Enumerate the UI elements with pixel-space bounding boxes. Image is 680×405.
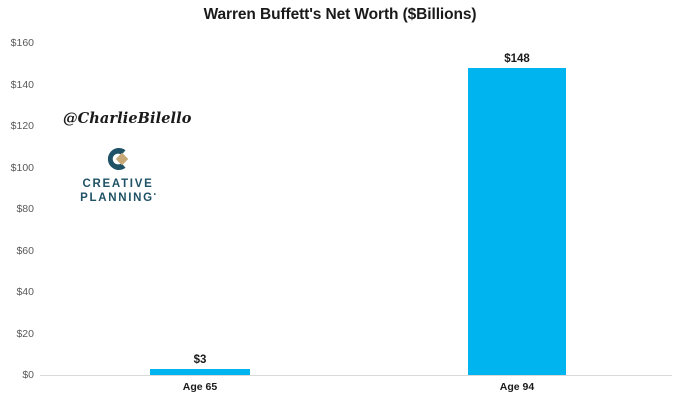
- bar-age-94[interactable]: [468, 67, 566, 375]
- watermark-handle: @CharlieBilello: [63, 110, 192, 127]
- y-tick-label: $40: [16, 286, 34, 298]
- bar-group-age-65: $3: [150, 43, 250, 375]
- bar-group-age-94: $148: [468, 43, 566, 375]
- x-category-label-age-94: Age 94: [499, 381, 535, 393]
- y-tick-label: $0: [22, 369, 34, 381]
- x-category-label-age-65: Age 65: [182, 381, 218, 393]
- logo-wordmark-line-2-text: PLANNING: [80, 192, 154, 205]
- y-tick-label: $140: [10, 78, 34, 91]
- bar-age-65[interactable]: [150, 368, 250, 375]
- y-tick-label: $120: [10, 120, 34, 132]
- logo-wordmark-line-1: CREATIVE: [82, 178, 154, 190]
- y-tick-label: $100: [10, 161, 34, 174]
- logo-wordmark: CREATIVE PLANNING•: [66, 177, 170, 205]
- y-tick-label: $80: [16, 203, 34, 215]
- plot-area: $3 $148: [40, 43, 672, 375]
- y-tick-label: $20: [16, 327, 34, 340]
- y-axis: $160 $140 $120 $100 $80 $60 $40 $20 $0: [0, 0, 40, 405]
- logo-registered-mark: •: [153, 192, 156, 199]
- bar-value-age-65: $3: [193, 353, 207, 366]
- bar-value-age-94: $148: [504, 52, 530, 65]
- creative-planning-logo: CREATIVE PLANNING•: [66, 144, 170, 205]
- logo-c-mark-icon: [66, 144, 170, 174]
- chart-title: Warren Buffett's Net Worth ($Billions): [203, 6, 477, 23]
- logo-wordmark-line-2: PLANNING•: [66, 191, 170, 205]
- y-tick-label: $160: [10, 37, 34, 49]
- x-axis-line: [40, 375, 672, 376]
- y-tick-label: $60: [16, 244, 34, 257]
